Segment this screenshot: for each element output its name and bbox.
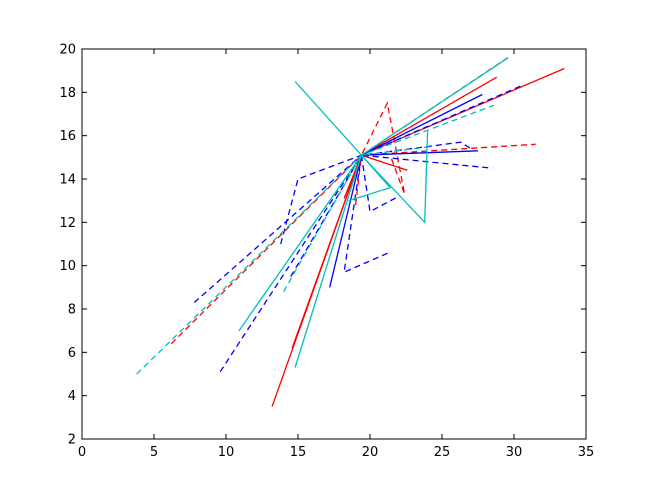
y-tick-label: 2 <box>68 433 76 448</box>
series-line-14 <box>290 154 389 277</box>
y-tick-label: 4 <box>68 389 76 404</box>
y-tick-label: 18 <box>59 86 76 101</box>
plot-frame <box>81 48 587 440</box>
x-tick-label: 25 <box>434 445 451 460</box>
y-tick-label: 10 <box>59 259 76 274</box>
y-tick-label: 14 <box>59 173 76 188</box>
x-tick-labels: 0 5 10 15 20 25 30 35 <box>78 445 594 460</box>
x-tick-label: 35 <box>578 445 595 460</box>
x-tick-label: 20 <box>362 445 379 460</box>
series-line-8 <box>354 155 363 206</box>
x-tick-label: 0 <box>78 445 86 460</box>
series-line-10 <box>361 150 479 156</box>
series-line-7 <box>170 101 406 345</box>
x-tick-label: 5 <box>150 445 158 460</box>
y-tick-label: 12 <box>59 216 76 231</box>
y-tick-label: 16 <box>59 129 76 144</box>
x-tick-label: 10 <box>218 445 235 460</box>
series-lines <box>136 54 565 407</box>
y-tick-label: 8 <box>68 303 76 318</box>
y-tick-labels: 2 4 6 8 10 12 14 16 18 20 <box>59 43 76 448</box>
series-line-19 <box>136 104 495 375</box>
y-tick-label: 20 <box>59 43 76 58</box>
series-line-20 <box>283 145 432 293</box>
series-line-18 <box>238 154 392 332</box>
x-tick-label: 30 <box>506 445 523 460</box>
y-tick-label: 6 <box>68 346 76 361</box>
series-line-6 <box>361 143 536 156</box>
x-tick-label: 15 <box>290 445 307 460</box>
series-line-16 <box>294 81 429 224</box>
